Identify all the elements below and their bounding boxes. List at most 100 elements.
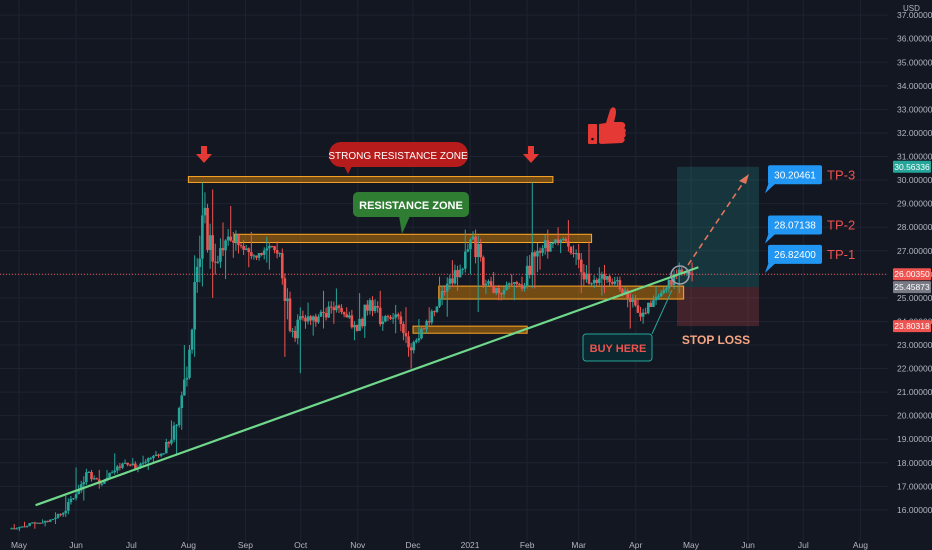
candle-body <box>118 466 122 468</box>
candle-body <box>100 483 104 485</box>
x-tick-label: Apr <box>629 540 642 550</box>
candle-body <box>389 316 392 319</box>
candle-body <box>273 246 276 251</box>
candles <box>10 182 694 532</box>
candle-body <box>90 471 93 480</box>
candle-body <box>670 280 673 286</box>
candle-body <box>683 273 686 275</box>
candle <box>237 233 240 254</box>
candle-body <box>533 252 537 257</box>
candle-body <box>283 278 287 302</box>
candle <box>461 267 465 275</box>
candle <box>458 264 462 278</box>
candle-body <box>603 274 606 280</box>
time-axis[interactable]: May Jun Jul Aug Sep Oct Nov Dec 2021 Feb Mar Apr May… <box>0 540 888 550</box>
candle-body <box>38 522 42 524</box>
long-position-tool[interactable] <box>677 166 759 327</box>
candle <box>572 245 575 258</box>
candle-body <box>162 453 166 455</box>
candle <box>180 391 184 430</box>
candle-body <box>164 442 168 454</box>
candle-body <box>219 248 222 262</box>
candle-body <box>175 425 178 427</box>
candle-body <box>368 300 372 311</box>
candle-body <box>507 283 511 285</box>
candle <box>270 245 274 248</box>
candle <box>541 245 544 257</box>
strong-resistance-zone[interactable] <box>187 176 554 183</box>
candle <box>12 524 16 530</box>
candle-body <box>391 317 395 319</box>
candle <box>515 280 519 288</box>
candle-body <box>386 316 390 318</box>
support-zone-upper[interactable] <box>438 285 685 300</box>
candle <box>67 498 70 515</box>
candle-body <box>641 312 645 317</box>
price-badge-bg <box>893 268 931 281</box>
candle-body <box>139 463 142 468</box>
candle <box>453 264 457 285</box>
candle-body <box>116 466 119 471</box>
candle <box>525 256 529 289</box>
candle-body <box>409 347 413 351</box>
candle-body <box>177 407 181 426</box>
support-zone-lower[interactable] <box>412 325 528 334</box>
candle <box>157 453 160 458</box>
candle-body <box>474 236 477 258</box>
candle-body <box>608 276 611 283</box>
candle-body <box>422 328 426 330</box>
candle-body <box>427 321 431 323</box>
candle <box>510 274 513 287</box>
resistance-zone[interactable] <box>233 233 593 244</box>
candle-body <box>77 490 80 495</box>
candle-body <box>226 236 230 241</box>
candle-body <box>546 240 550 252</box>
candle-body <box>59 514 62 516</box>
candle <box>371 296 374 317</box>
y-tick-label: 29.00000 <box>897 199 932 209</box>
candle-body <box>193 282 196 330</box>
candle-body <box>154 454 158 456</box>
candle-body <box>654 296 658 301</box>
candle <box>208 223 212 269</box>
candle-body <box>440 291 444 299</box>
candle <box>203 192 207 224</box>
candle-body <box>355 324 359 331</box>
candle-body <box>131 463 135 465</box>
candle <box>293 325 297 342</box>
candle <box>608 274 611 286</box>
candle-body <box>358 318 361 331</box>
candle <box>162 452 166 455</box>
candle <box>610 278 614 287</box>
candle-body <box>61 513 65 515</box>
price-axis[interactable]: 16.00000 17.00000 18.00000 19.00000 20.00000… <box>888 0 932 550</box>
candle <box>177 406 181 428</box>
candle-body <box>72 498 75 500</box>
candle <box>665 286 668 294</box>
candle <box>487 279 490 286</box>
candle <box>474 229 477 264</box>
candle-body <box>482 257 485 286</box>
y-tick-label: 20.00000 <box>897 411 932 421</box>
candle-body <box>183 379 186 396</box>
candle-body <box>371 300 374 312</box>
candle <box>520 276 524 292</box>
candle-body <box>41 522 44 524</box>
candle-body <box>306 316 310 322</box>
y-tick-label: 34.00000 <box>897 81 932 91</box>
red-arrow-left <box>196 146 212 163</box>
candle-body <box>463 251 467 269</box>
y-tick-label: 21.00000 <box>897 387 932 397</box>
candle <box>670 279 673 287</box>
candle <box>355 324 359 332</box>
candle <box>667 278 671 293</box>
candle-body <box>48 519 52 522</box>
trendline[interactable] <box>35 266 699 507</box>
candle-body <box>657 296 660 298</box>
candle <box>644 307 648 315</box>
candle-body <box>314 316 318 323</box>
candle <box>399 311 403 332</box>
candle <box>193 255 196 357</box>
x-tick-label: Dec <box>405 540 421 550</box>
